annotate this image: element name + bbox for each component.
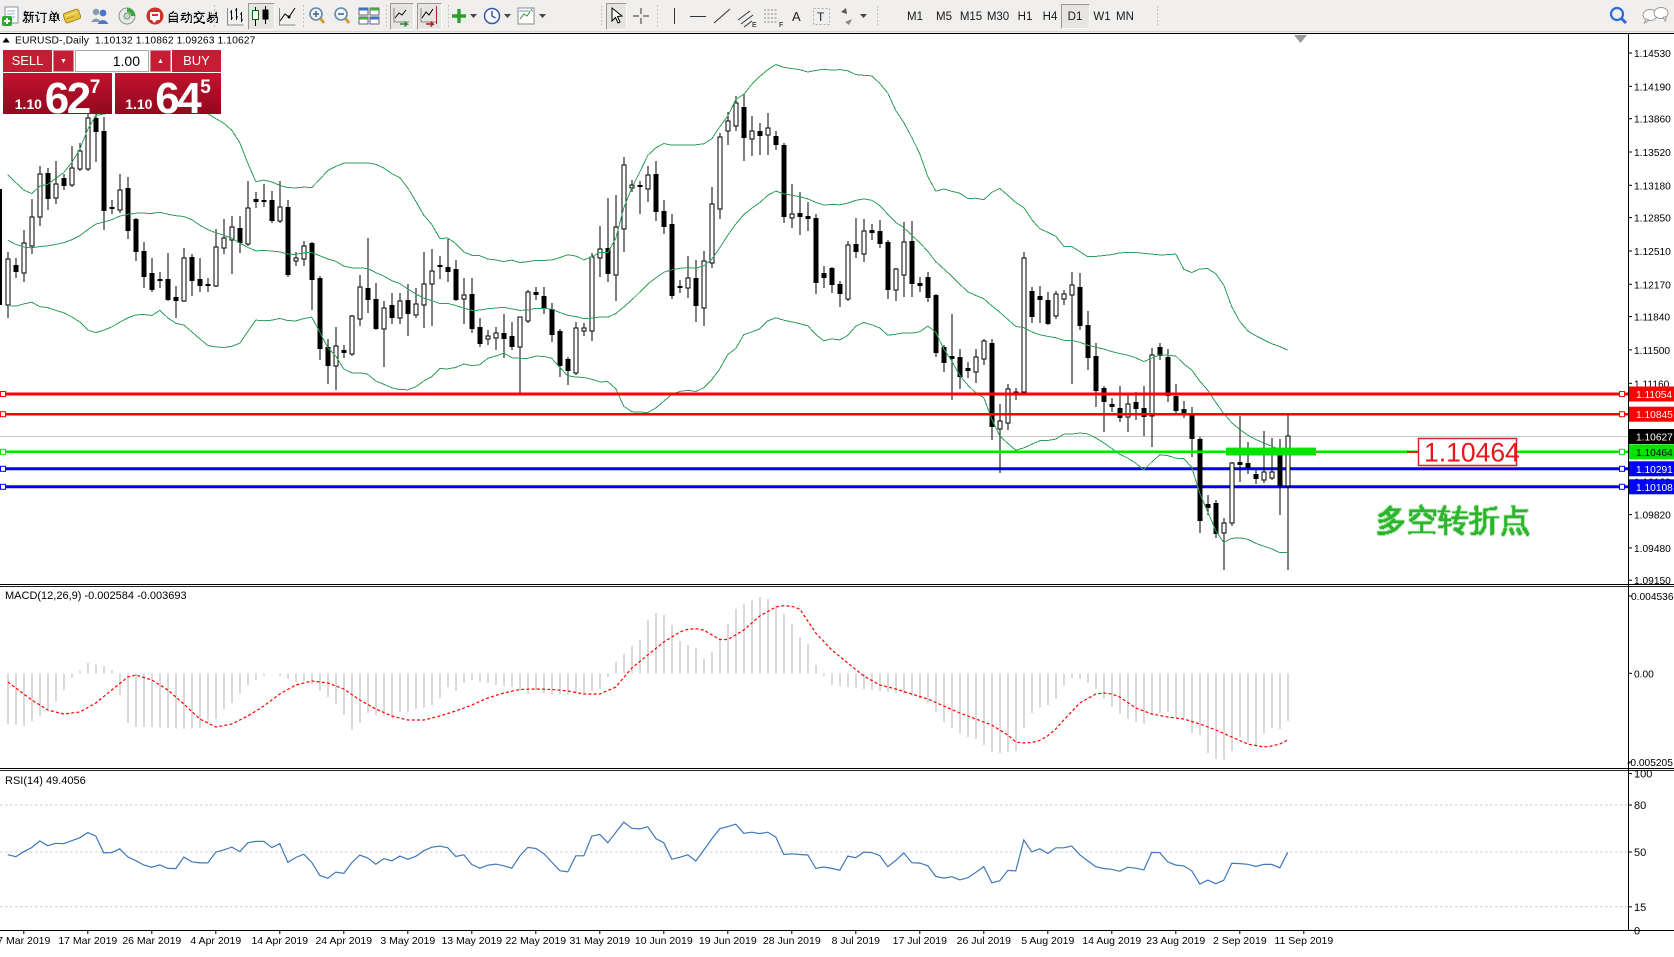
svg-text:1.09480: 1.09480 [1634, 544, 1671, 555]
svg-text:14 Aug 2019: 14 Aug 2019 [1082, 935, 1141, 947]
svg-text:W1: W1 [1093, 11, 1110, 23]
svg-text:26 Mar 2019: 26 Mar 2019 [122, 935, 181, 947]
svg-text:26 Jul 2019: 26 Jul 2019 [957, 935, 1011, 947]
svg-text:EURUSD-,Daily 1.10132 1.10862: EURUSD-,Daily 1.10132 1.10862 1.09263 1.… [15, 36, 256, 47]
svg-text:-0.005205: -0.005205 [1627, 758, 1673, 769]
svg-text:1.14530: 1.14530 [1634, 49, 1671, 60]
svg-text:1.11500: 1.11500 [1634, 346, 1670, 357]
svg-text:1.09820: 1.09820 [1634, 511, 1671, 522]
svg-text:14 Apr 2019: 14 Apr 2019 [251, 935, 308, 947]
svg-text:1.10845: 1.10845 [1636, 410, 1673, 421]
svg-text:1.10108: 1.10108 [1636, 483, 1673, 494]
svg-text:M1: M1 [907, 11, 923, 23]
svg-text:H1: H1 [1018, 11, 1033, 23]
svg-text:H4: H4 [1043, 11, 1058, 23]
svg-text:1.11160: 1.11160 [1634, 379, 1670, 390]
svg-text:11 Sep 2019: 11 Sep 2019 [1274, 935, 1333, 947]
svg-text:1.10291: 1.10291 [1636, 465, 1673, 476]
svg-text:M15: M15 [960, 11, 982, 23]
svg-text:50: 50 [1634, 847, 1646, 859]
svg-text:1.11840: 1.11840 [1634, 313, 1670, 324]
svg-text:1.14190: 1.14190 [1634, 82, 1671, 93]
svg-text:T: T [817, 10, 825, 24]
svg-text:23 Aug 2019: 23 Aug 2019 [1146, 935, 1205, 947]
svg-text:1.12510: 1.12510 [1634, 247, 1671, 258]
svg-text:10 Jun 2019: 10 Jun 2019 [635, 935, 693, 947]
svg-text:D1: D1 [1068, 11, 1083, 23]
svg-text:0.00: 0.00 [1634, 669, 1654, 680]
svg-text:17 Mar 2019: 17 Mar 2019 [58, 935, 117, 947]
svg-text:8 Jul 2019: 8 Jul 2019 [832, 935, 881, 947]
svg-text:E: E [752, 22, 757, 29]
svg-text:13 May 2019: 13 May 2019 [441, 935, 502, 947]
svg-text:M30: M30 [987, 11, 1009, 23]
svg-text:17 Jul 2019: 17 Jul 2019 [893, 935, 947, 947]
svg-text:M5: M5 [936, 11, 952, 23]
svg-text:1.12170: 1.12170 [1634, 280, 1671, 291]
svg-text:1.13520: 1.13520 [1634, 148, 1671, 159]
svg-text:MACD(12,26,9) -0.002584 -0.003: MACD(12,26,9) -0.002584 -0.003693 [5, 590, 187, 602]
svg-text:1.11054: 1.11054 [1636, 390, 1672, 401]
svg-text:28 Jun 2019: 28 Jun 2019 [763, 935, 821, 947]
svg-text:24 Apr 2019: 24 Apr 2019 [315, 935, 372, 947]
svg-text:19 Jun 2019: 19 Jun 2019 [699, 935, 757, 947]
svg-text:1.13860: 1.13860 [1634, 115, 1671, 126]
svg-text:MN: MN [1116, 11, 1134, 23]
svg-text:1.10464: 1.10464 [1424, 438, 1520, 468]
svg-text:RSI(14) 49.4056: RSI(14) 49.4056 [5, 775, 86, 787]
svg-text:4 Apr 2019: 4 Apr 2019 [190, 935, 241, 947]
svg-text:A: A [792, 9, 801, 24]
svg-text:1.10627: 1.10627 [1636, 433, 1673, 444]
svg-text:2 Sep 2019: 2 Sep 2019 [1213, 935, 1267, 947]
svg-text:0.004536: 0.004536 [1631, 592, 1674, 603]
svg-text:0: 0 [1634, 925, 1640, 937]
svg-text:1.09150: 1.09150 [1634, 576, 1671, 587]
svg-text:5 Aug 2019: 5 Aug 2019 [1021, 935, 1074, 947]
svg-text:1.13180: 1.13180 [1634, 181, 1671, 192]
svg-text:31 May 2019: 31 May 2019 [569, 935, 630, 947]
svg-text:1.10464: 1.10464 [1636, 448, 1673, 459]
svg-text:22 May 2019: 22 May 2019 [505, 935, 566, 947]
svg-text:F: F [779, 22, 783, 29]
svg-text:80: 80 [1634, 800, 1646, 812]
svg-text:100: 100 [1634, 769, 1652, 781]
svg-text:7 Mar 2019: 7 Mar 2019 [0, 935, 51, 947]
svg-text:1.12850: 1.12850 [1634, 214, 1671, 225]
svg-text:3 May 2019: 3 May 2019 [380, 935, 435, 947]
svg-text:15: 15 [1634, 902, 1646, 914]
